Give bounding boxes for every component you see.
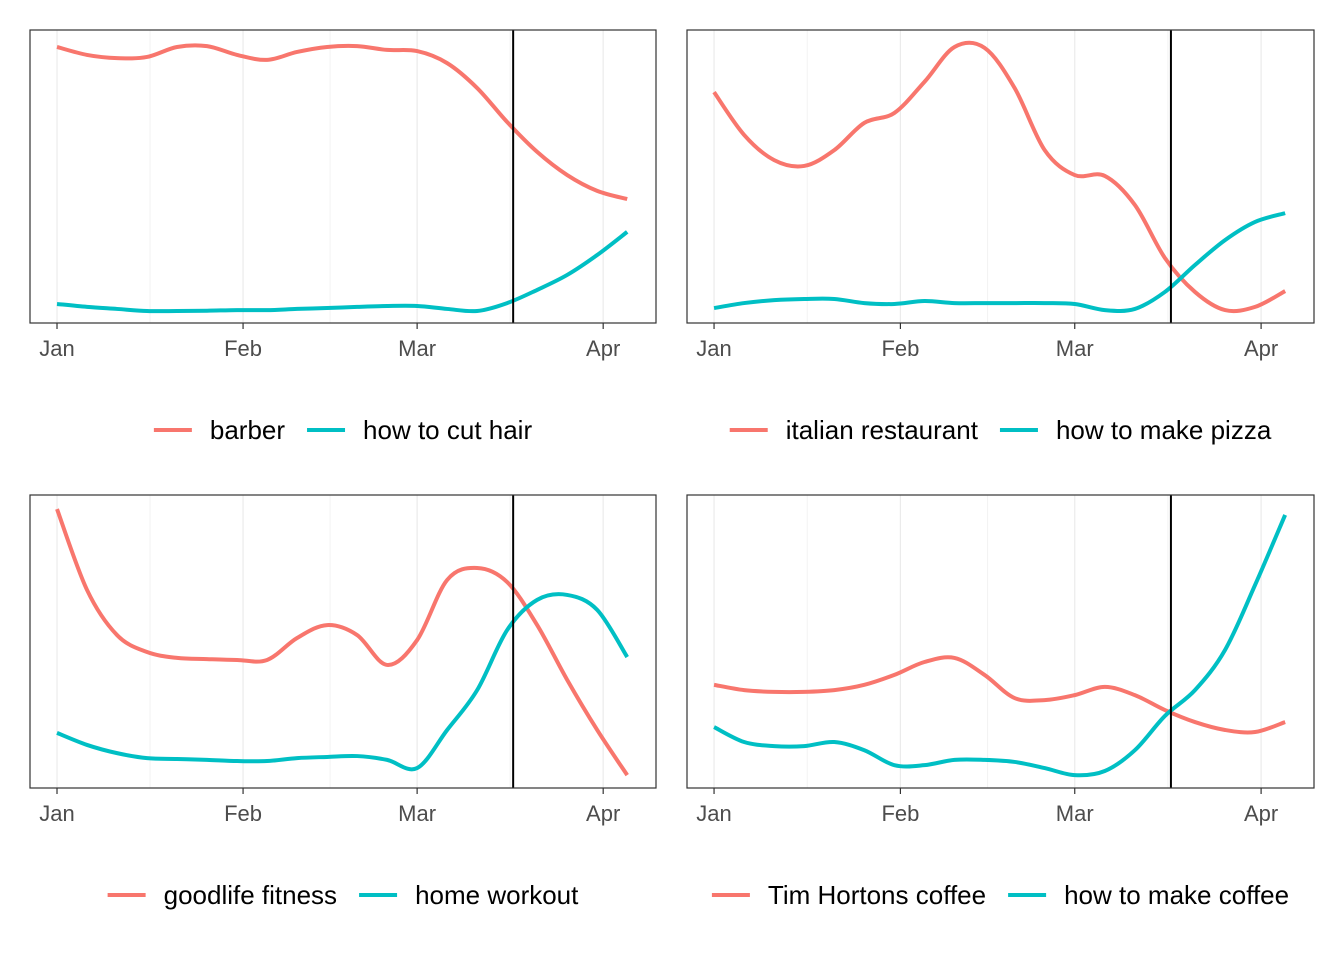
- legend-label: home workout: [415, 880, 579, 910]
- x-tick-label: Mar: [1056, 336, 1094, 361]
- x-tick-label: Jan: [696, 801, 731, 826]
- panel: Jan Feb Mar Apr barber how to cut hair: [29, 29, 657, 445]
- x-tick-label: Feb: [224, 336, 262, 361]
- panel-border: [29, 29, 657, 324]
- x-tick-label: Mar: [398, 801, 436, 826]
- x-tick-label: Mar: [398, 336, 436, 361]
- legend-label: how to make pizza: [1056, 415, 1272, 445]
- series-line: [713, 211, 1286, 313]
- panel-border: [686, 494, 1315, 789]
- legend-label: how to cut hair: [363, 415, 532, 445]
- legend-label: italian restaurant: [786, 415, 979, 445]
- x-tick-label: Feb: [881, 801, 919, 826]
- x-tick-label: Apr: [1244, 336, 1278, 361]
- series-line: [712, 40, 1287, 314]
- panel: Jan Feb Mar Apr Tim Hortons coffee how to mak…: [686, 494, 1315, 910]
- legend-label: goodlife fitness: [164, 880, 337, 910]
- legend: goodlife fitness home workout: [107, 880, 579, 910]
- panel-border: [686, 29, 1315, 324]
- x-tick-label: Apr: [586, 801, 620, 826]
- panel-border: [29, 494, 657, 789]
- legend: italian restaurant how to make pizza: [729, 415, 1272, 445]
- panel: Jan Feb Mar Apr italian restaurant how to mak…: [686, 29, 1315, 445]
- legend: barber how to cut hair: [153, 415, 532, 445]
- legend-label: Tim Hortons coffee: [768, 880, 986, 910]
- series-line: [56, 592, 629, 772]
- x-tick-label: Apr: [586, 336, 620, 361]
- series-line: [713, 655, 1286, 735]
- series-line: [56, 230, 629, 314]
- series-line: [56, 43, 628, 201]
- series-line: [55, 508, 629, 777]
- legend-label: barber: [210, 415, 285, 445]
- x-tick-label: Jan: [39, 801, 74, 826]
- panel: Jan Feb Mar Apr goodlife fitness home workout: [29, 494, 657, 910]
- x-tick-label: Jan: [696, 336, 731, 361]
- legend-label: how to make coffee: [1064, 880, 1289, 910]
- series-line: [713, 514, 1287, 778]
- x-tick-label: Feb: [224, 801, 262, 826]
- x-tick-label: Apr: [1244, 801, 1278, 826]
- x-tick-label: Mar: [1056, 801, 1094, 826]
- legend: Tim Hortons coffee how to make coffee: [711, 880, 1289, 910]
- x-tick-label: Jan: [39, 336, 74, 361]
- x-tick-label: Feb: [881, 336, 919, 361]
